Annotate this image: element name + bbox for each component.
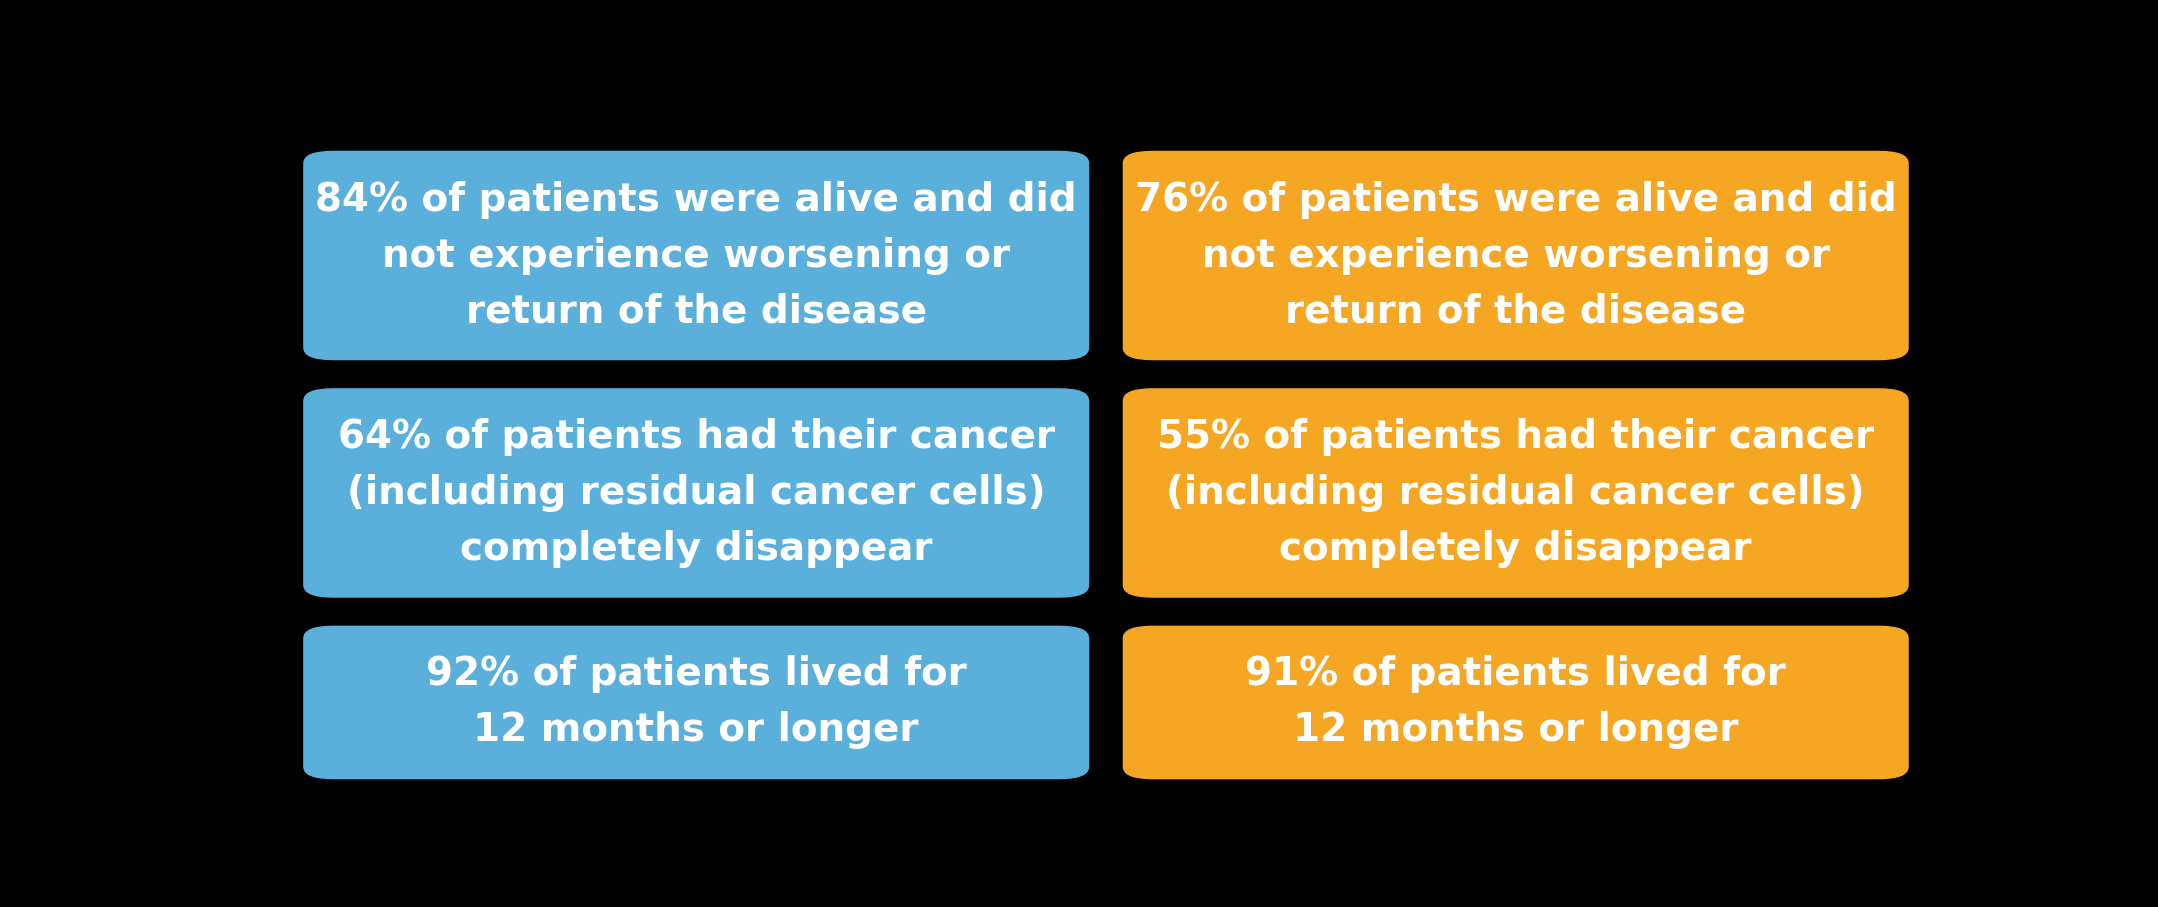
Text: 55% of patients had their cancer
(including residual cancer cells)
completely di: 55% of patients had their cancer (includ… <box>1157 418 1875 568</box>
FancyBboxPatch shape <box>1122 626 1908 779</box>
FancyBboxPatch shape <box>302 626 1090 779</box>
FancyBboxPatch shape <box>302 151 1090 360</box>
Text: 92% of patients lived for
12 months or longer: 92% of patients lived for 12 months or l… <box>425 656 967 749</box>
FancyBboxPatch shape <box>302 388 1090 598</box>
Text: 91% of patients lived for
12 months or longer: 91% of patients lived for 12 months or l… <box>1245 656 1787 749</box>
Text: 84% of patients were alive and did
not experience worsening or
return of the dis: 84% of patients were alive and did not e… <box>315 180 1077 330</box>
FancyBboxPatch shape <box>1122 151 1908 360</box>
Text: 76% of patients were alive and did
not experience worsening or
return of the dis: 76% of patients were alive and did not e… <box>1135 180 1897 330</box>
FancyBboxPatch shape <box>1122 388 1908 598</box>
Text: 64% of patients had their cancer
(including residual cancer cells)
completely di: 64% of patients had their cancer (includ… <box>337 418 1055 568</box>
